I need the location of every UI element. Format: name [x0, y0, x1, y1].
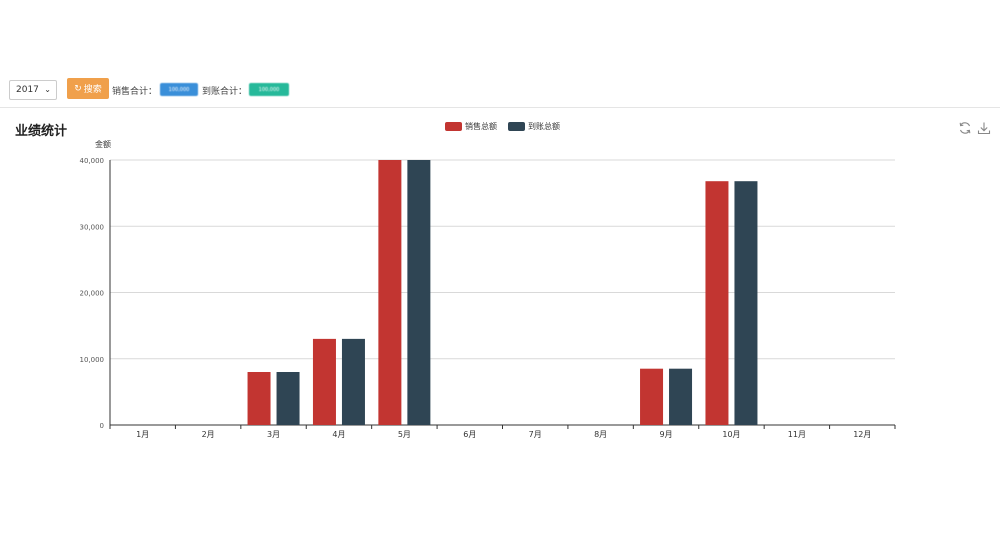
x-tick-label: 3月: [267, 430, 280, 439]
panel-title: 业绩统计: [15, 124, 68, 139]
x-tick-label: 4月: [332, 430, 345, 439]
x-tick-label: 8月: [594, 430, 607, 439]
search-button[interactable]: ↻ 搜索: [67, 78, 109, 99]
bar-sales: [247, 372, 271, 425]
bar-sales: [378, 160, 402, 425]
x-tick-label: 1月: [136, 430, 149, 439]
sales-total-label: 销售合计：: [112, 87, 158, 97]
legend-label: 销售总额: [465, 121, 497, 131]
bar-sales: [312, 338, 336, 425]
legend-swatch: [445, 122, 462, 131]
y-axis-title: 金额: [95, 139, 111, 149]
x-tick-label: 6月: [463, 430, 476, 439]
x-tick-label: 9月: [659, 430, 672, 439]
x-tick-label: 10月: [722, 430, 740, 439]
x-tick-label: 12月: [853, 430, 871, 439]
refresh-icon[interactable]: [958, 121, 972, 135]
refresh-icon: ↻: [74, 83, 82, 94]
y-tick-label: 10,000: [80, 356, 105, 364]
y-tick-label: 30,000: [80, 223, 105, 231]
x-tick-label: 5月: [398, 430, 411, 439]
search-button-label: 搜索: [83, 85, 102, 95]
bar-sales: [705, 181, 729, 425]
chevron-down-icon: ⌄: [44, 85, 51, 94]
x-tick-label: 11月: [788, 430, 806, 439]
legend-swatch: [508, 122, 525, 131]
bar-received: [669, 368, 693, 425]
bar-received: [276, 372, 300, 425]
x-tick-label: 2月: [202, 430, 215, 439]
toolbar: 2017 ⌄ ↻ 搜索 销售合计： 100,000 到账合计： 100,000: [0, 0, 1000, 108]
y-tick-label: 20,000: [80, 290, 105, 298]
year-select[interactable]: 2017 ⌄: [9, 80, 57, 100]
bar-received: [341, 338, 365, 425]
bar-received: [407, 160, 431, 425]
received-total-badge: 100,000: [249, 83, 289, 96]
y-tick-label: 40,000: [80, 157, 105, 165]
bar-chart: 0 10,000 20,000 30,000 40,000 金额 1月 2月 3月 4月 5月 6月 7…: [80, 121, 896, 439]
bar-sales: [640, 368, 664, 425]
sales-total-badge: 100,000: [160, 83, 198, 96]
download-icon[interactable]: [977, 121, 991, 135]
bar-received: [734, 181, 758, 425]
x-tick-label: 7月: [529, 430, 542, 439]
y-tick-label: 0: [100, 422, 104, 430]
legend-label: 到账总额: [528, 121, 560, 131]
year-select-value: 2017: [16, 85, 39, 95]
received-total-label: 到账合计：: [202, 87, 248, 97]
